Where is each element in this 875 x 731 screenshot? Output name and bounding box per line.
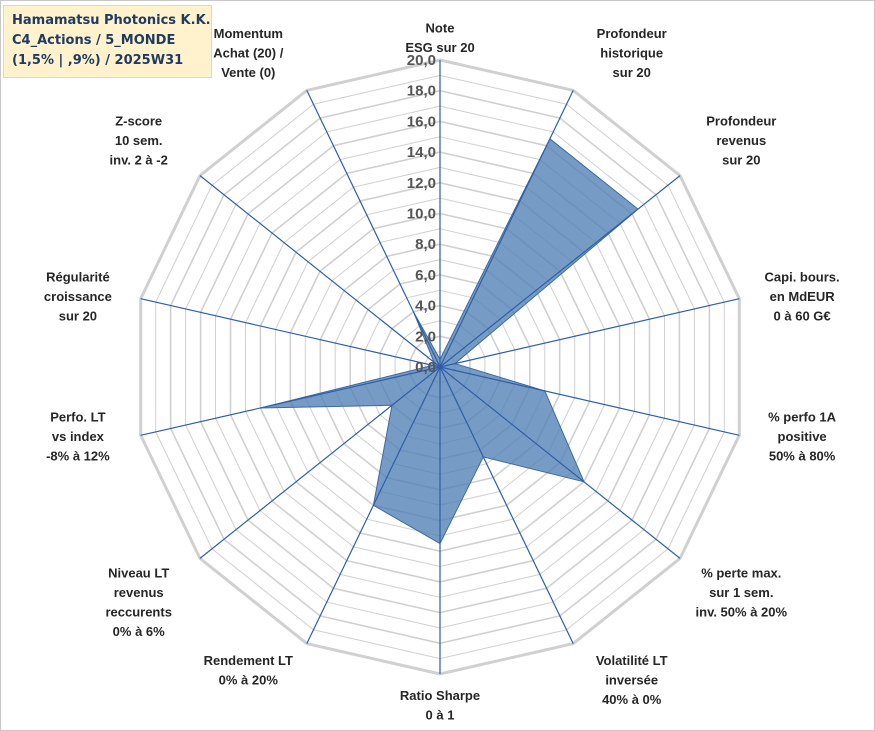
- axis-label: Ratio Sharpe 0 à 1: [400, 688, 480, 723]
- tick-label: 10,0: [407, 206, 436, 223]
- axis-label-line: Capi. bours.: [765, 269, 840, 284]
- axis-label: Profondeur revenus sur 20: [706, 114, 776, 168]
- axis-label-line: 0% à 6%: [113, 624, 165, 639]
- tick-label: 6,0: [415, 267, 436, 284]
- tick-label: 18,0: [407, 83, 436, 100]
- axis-label: Rendement LT 0% à 20%: [204, 653, 293, 688]
- axis-label-line: inversée: [605, 672, 658, 687]
- axis-label-line: Vente (0): [221, 65, 275, 80]
- tick-label: 14,0: [407, 144, 436, 161]
- chart-title-company: Hamamatsu Photonics K.K.: [12, 13, 211, 28]
- radar-spoke: [140, 298, 441, 368]
- radar-spoke: [439, 298, 740, 368]
- axis-label: % perte max. sur 1 sem. inv. 50% à 20%: [696, 565, 788, 619]
- axis-label-line: vs index: [52, 429, 105, 444]
- axis-label-line: Perfo. LT: [50, 410, 105, 425]
- axis-label-line: revenus: [114, 585, 164, 600]
- chart-title-period: (1,5% | ,9%) / 2025W31: [12, 53, 184, 68]
- axis-label-line: historique: [600, 46, 663, 61]
- radar-spoke: [439, 90, 574, 368]
- axis-label-line: ESG sur 20: [405, 40, 474, 55]
- axis-label-line: 0% à 20%: [219, 672, 279, 687]
- axis-label-line: inv. 50% à 20%: [696, 604, 788, 619]
- radar-spokes: [140, 60, 740, 674]
- axis-label-line: 40% à 0%: [602, 692, 662, 707]
- axis-label-line: Niveau LT: [108, 565, 169, 580]
- axis-label-line: sur 20: [722, 153, 760, 168]
- axis-label-line: sur 1 sem.: [709, 585, 773, 600]
- axis-label-line: reccurents: [105, 604, 171, 619]
- radar-spoke: [306, 366, 441, 644]
- axis-label: Capi. bours. en MdEUR 0 à 60 G€: [765, 269, 840, 323]
- tick-label: 2,0: [415, 328, 436, 345]
- tick-label: 8,0: [415, 236, 436, 253]
- axis-label-line: % perte max.: [701, 565, 781, 580]
- axis-label-line: Profondeur: [597, 26, 667, 41]
- radar-tick-labels: 0,0 2,0 4,0 6,0 8,0 10,0 12,0 14,0 16,0 18,0 20,0: [407, 52, 436, 376]
- axis-label: % perfo 1A positive 50% à 80%: [768, 410, 837, 464]
- axis-label-line: Z-score: [115, 114, 162, 129]
- axis-label-line: Rendement LT: [204, 653, 293, 668]
- axis-label-line: Achat (20) /: [213, 46, 283, 61]
- axis-label-line: Profondeur: [706, 114, 776, 129]
- radar-spoke: [439, 366, 574, 644]
- axis-label-line: en MdEUR: [770, 289, 836, 304]
- axis-label-line: Régularité: [46, 269, 110, 284]
- series-area: [260, 138, 639, 545]
- axis-label-line: sur 20: [613, 65, 651, 80]
- radar-spoke: [199, 175, 441, 368]
- chart-title-category: C4_Actions / 5_MONDE: [12, 33, 176, 48]
- radar-spoke: [439, 366, 681, 559]
- axis-label: Z-score 10 sem. inv. 2 à -2: [110, 114, 168, 168]
- axis-label: Niveau LT revenus reccurents 0% à 6%: [105, 565, 171, 639]
- axis-label: Régularité croissance sur 20: [44, 269, 112, 323]
- axis-label: Volatilité LT inversée 40% à 0%: [596, 653, 668, 707]
- axis-label-line: % perfo 1A: [768, 410, 837, 425]
- axis-label-line: positive: [778, 429, 827, 444]
- axis-label-line: Volatilité LT: [596, 653, 668, 668]
- axis-label-line: Note: [426, 21, 455, 36]
- axis-label-line: sur 20: [59, 308, 97, 323]
- radar-spoke: [199, 366, 441, 559]
- axis-label: Perfo. LT vs index -8% à 12%: [46, 410, 110, 464]
- axis-label-line: Ratio Sharpe: [400, 688, 480, 703]
- axis-label-line: 50% à 80%: [769, 449, 836, 464]
- tick-label: 4,0: [415, 298, 436, 315]
- axis-label: Profondeur historique sur 20: [597, 26, 667, 80]
- radar-spoke: [306, 90, 441, 368]
- axis-label: Note ESG sur 20: [405, 21, 474, 56]
- radar-axis-labels: Note ESG sur 20 Profondeur historique sur 20…: [44, 21, 840, 723]
- axis-label-line: revenus: [716, 133, 766, 148]
- axis-label-line: inv. 2 à -2: [110, 153, 168, 168]
- radar-spoke: [140, 366, 441, 436]
- chart-title-box: Hamamatsu Photonics K.K. C4_Actions / 5_…: [3, 5, 212, 78]
- tick-label: 12,0: [407, 175, 436, 192]
- axis-label: Momentum Achat (20) / Vente (0): [213, 26, 283, 80]
- tick-label: 20,0: [407, 52, 436, 69]
- axis-label-line: 0 à 1: [426, 708, 455, 723]
- axis-label-line: 10 sem.: [115, 133, 163, 148]
- axis-label-line: Momentum: [214, 26, 283, 41]
- radar-spoke: [439, 366, 740, 436]
- axis-label-line: -8% à 12%: [46, 449, 110, 464]
- tick-label: 0,0: [415, 359, 436, 376]
- tick-label: 16,0: [407, 113, 436, 130]
- axis-label-line: croissance: [44, 289, 112, 304]
- axis-label-line: 0 à 60 G€: [774, 308, 831, 323]
- radar-spoke: [439, 175, 681, 368]
